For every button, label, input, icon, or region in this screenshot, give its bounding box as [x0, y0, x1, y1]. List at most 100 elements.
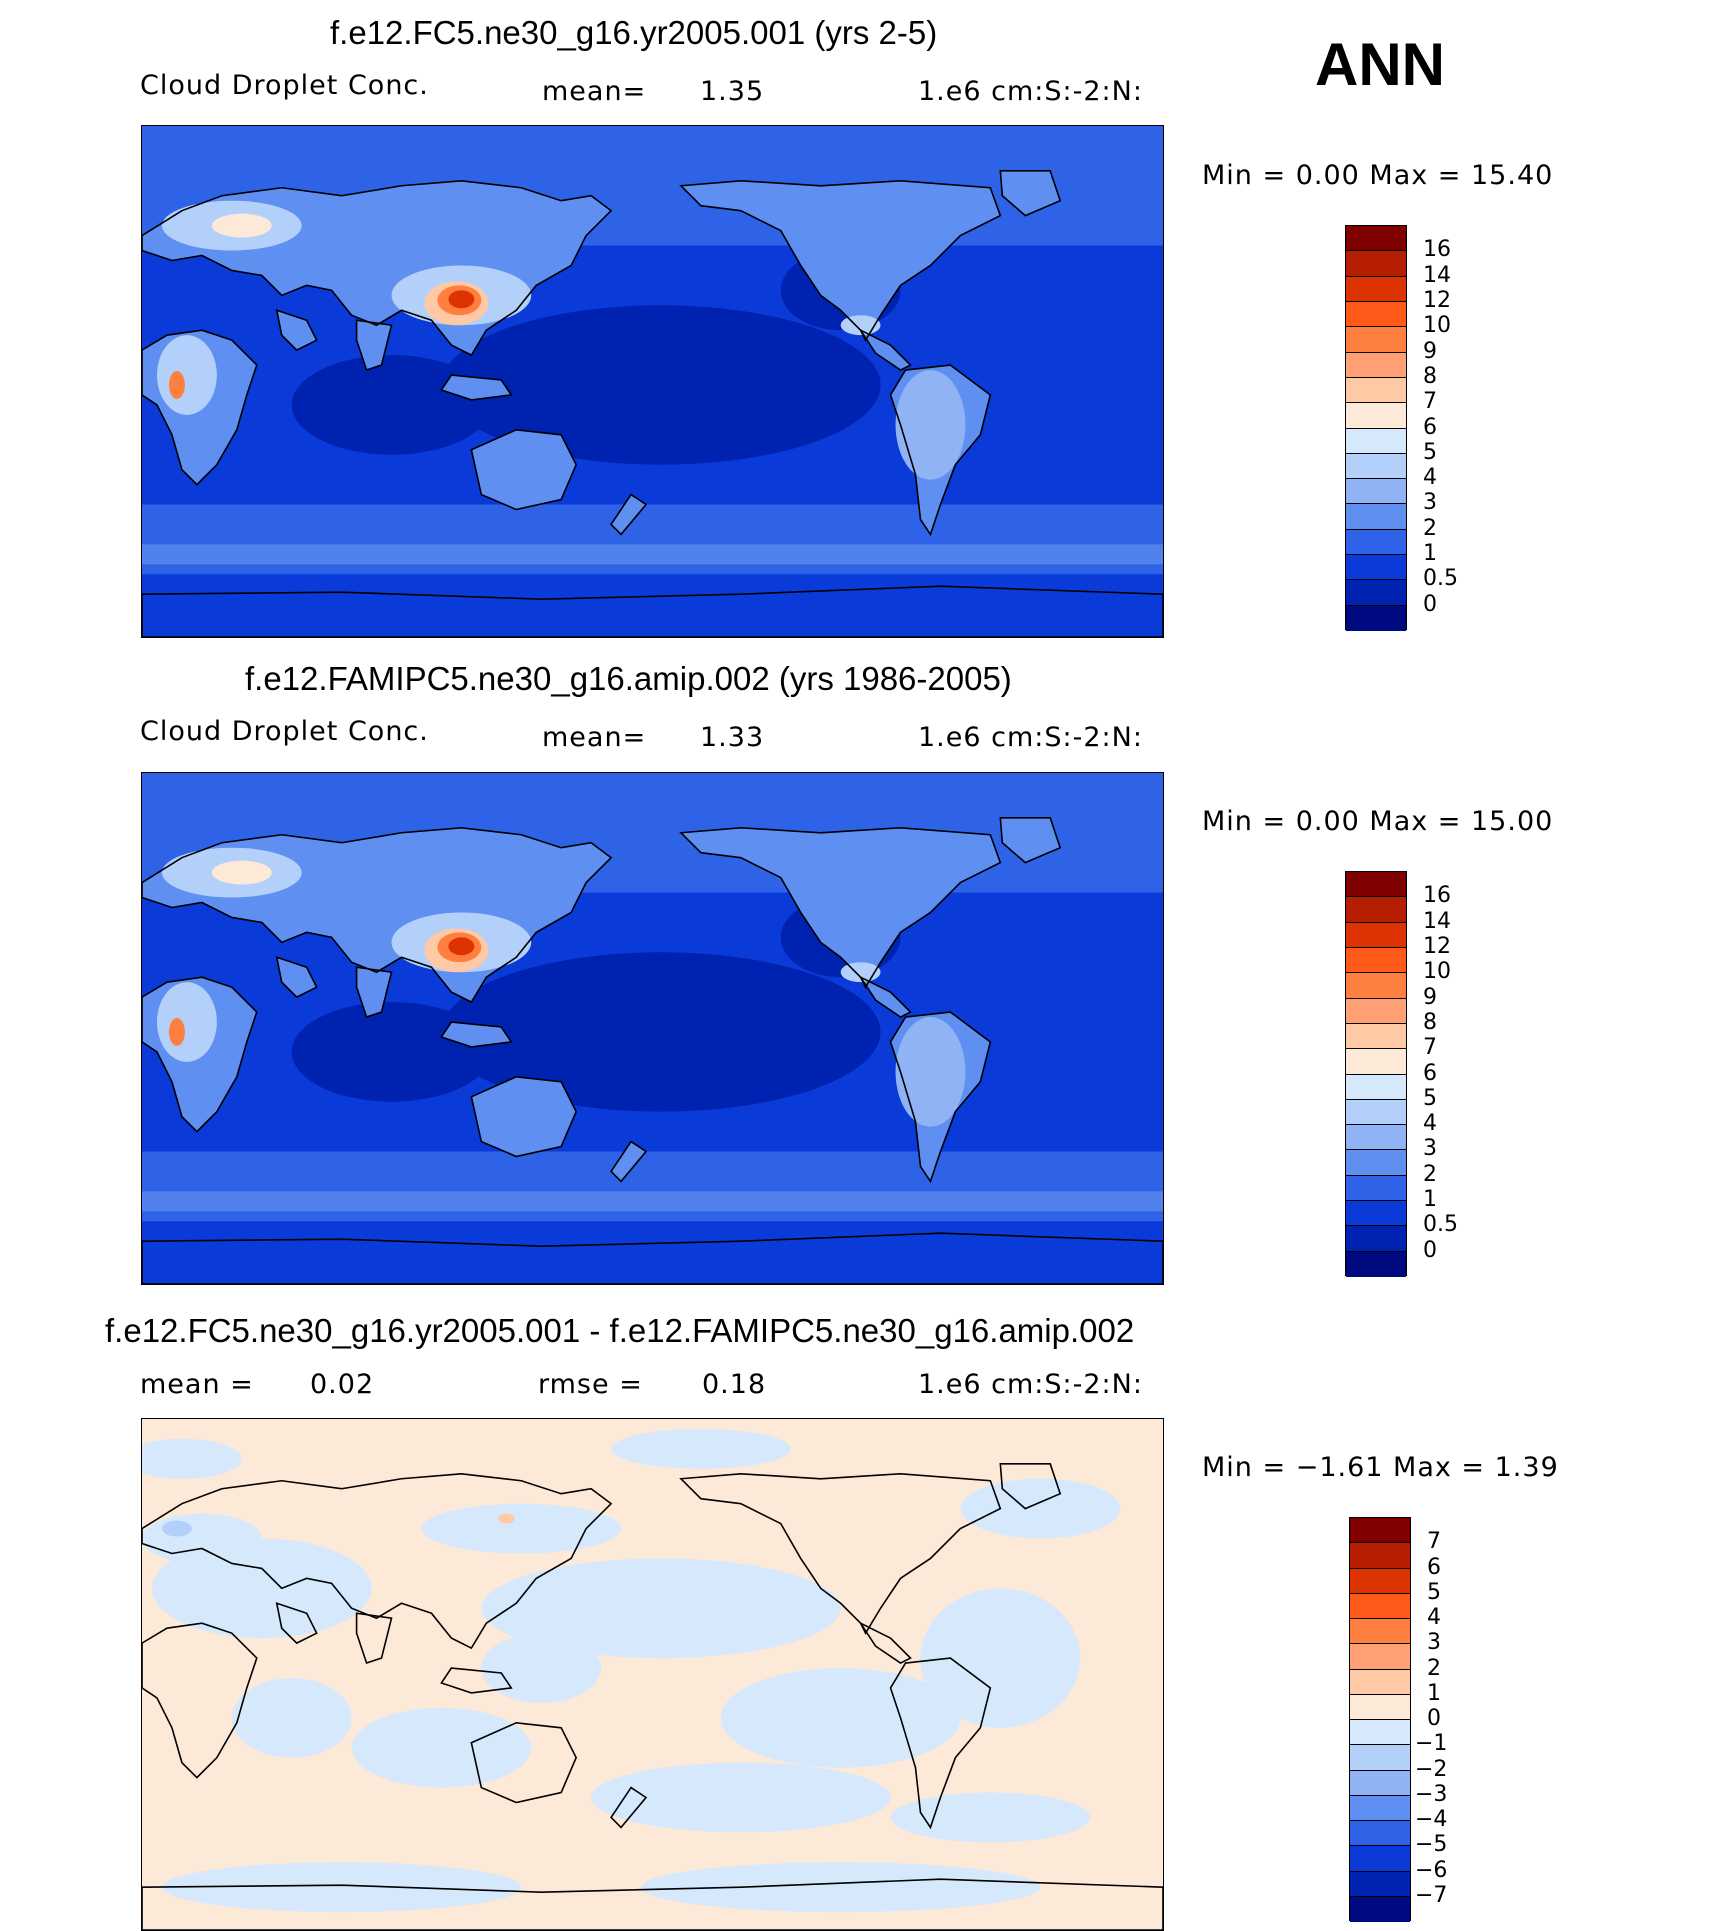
- colorbar-tick-label: −1: [1415, 1731, 1448, 1757]
- colorbar-swatch: [1346, 504, 1406, 530]
- colorbar-swatch: [1346, 555, 1406, 581]
- panel2-mean-label: mean=: [542, 722, 647, 753]
- colorbar-tick-label: 5: [1423, 439, 1437, 465]
- colorbar-swatch: [1346, 1125, 1406, 1151]
- colorbar-tick-label: 1: [1423, 541, 1437, 567]
- season-label: ANN: [1315, 31, 1445, 98]
- colorbar-swatch: [1346, 352, 1406, 378]
- colorbar-swatch: [1346, 897, 1406, 923]
- colorbar-swatch: [1350, 1619, 1410, 1645]
- panel3-minmax: Min = −1.61 Max = 1.39: [1202, 1452, 1559, 1483]
- colorbar-swatch: [1346, 1150, 1406, 1176]
- colorbar-tick-label: 10: [1423, 313, 1451, 339]
- colorbar-swatch: [1346, 1049, 1406, 1075]
- colorbar-tick-label: 1: [1427, 1680, 1441, 1706]
- panel3-map: [141, 1418, 1164, 1931]
- colorbar-swatch: [1350, 1871, 1410, 1897]
- colorbar-tick-label: 12: [1423, 933, 1451, 959]
- colorbar-swatch: [1350, 1593, 1410, 1619]
- colorbar-swatch: [1346, 479, 1406, 505]
- colorbar-swatch: [1350, 1669, 1410, 1695]
- panel2-minmax: Min = 0.00 Max = 15.00: [1202, 806, 1554, 837]
- colorbar-tick-label: 3: [1423, 490, 1437, 516]
- colorbar-swatch: [1350, 1795, 1410, 1821]
- colorbar-tick-label: −2: [1415, 1756, 1448, 1782]
- colorbar-swatch: [1346, 453, 1406, 480]
- panel3-units: 1.e6 cm:S:-2:N:: [918, 1369, 1143, 1400]
- colorbar-swatch: [1346, 1023, 1406, 1050]
- colorbar-swatch: [1346, 1175, 1406, 1202]
- colorbar-swatch: [1346, 327, 1406, 353]
- colorbar-swatch: [1346, 529, 1406, 556]
- colorbar-swatch: [1346, 998, 1406, 1024]
- colorbar-tick-label: 7: [1423, 1035, 1437, 1061]
- panel2-title: f.e12.FAMIPC5.ne30_g16.amip.002 (yrs 198…: [245, 660, 1012, 697]
- colorbar-swatch: [1350, 1644, 1410, 1670]
- colorbar-tick-label: 7: [1427, 1529, 1441, 1555]
- colorbar-tick-label: 5: [1423, 1085, 1437, 1111]
- panel2-colorbar: [1345, 871, 1407, 1277]
- colorbar-tick-label: 5: [1427, 1579, 1441, 1605]
- panel2-map: [141, 772, 1164, 1285]
- map-canvas: [142, 773, 1163, 1284]
- colorbar-tick-label: 16: [1423, 237, 1451, 263]
- colorbar-swatch: [1346, 301, 1406, 328]
- colorbar-swatch: [1350, 1745, 1410, 1771]
- colorbar-swatch: [1346, 1201, 1406, 1227]
- colorbar-swatch: [1346, 403, 1406, 429]
- colorbar-tick-label: 8: [1423, 1009, 1437, 1035]
- colorbar-tick-label: −5: [1415, 1832, 1448, 1858]
- colorbar-swatch: [1346, 580, 1406, 606]
- colorbar-swatch: [1346, 973, 1406, 999]
- colorbar-tick-label: 6: [1427, 1554, 1441, 1580]
- panel1-minmax: Min = 0.00 Max = 15.40: [1202, 160, 1554, 191]
- panel3-mean-value: 0.02: [310, 1369, 375, 1400]
- colorbar-tick-label: 0.5: [1423, 566, 1458, 592]
- colorbar-swatch: [1346, 226, 1406, 252]
- panel1-mean-label: mean=: [542, 76, 647, 107]
- colorbar-tick-label: 14: [1423, 908, 1451, 934]
- colorbar-tick-label: 4: [1427, 1605, 1441, 1630]
- panel1-colorbar: [1345, 225, 1407, 631]
- panel3-colorbar: [1349, 1517, 1411, 1922]
- panel3-title: f.e12.FC5.ne30_g16.yr2005.001 - f.e12.FA…: [105, 1312, 1135, 1349]
- colorbar-tick-label: 6: [1423, 414, 1437, 440]
- colorbar-tick-label: 6: [1423, 1060, 1437, 1086]
- colorbar-swatch: [1346, 276, 1406, 302]
- colorbar-tick-label: 0: [1427, 1706, 1441, 1731]
- colorbar-tick-label: 7: [1423, 389, 1437, 415]
- panel3-mean-label: mean =: [140, 1369, 254, 1400]
- colorbar-swatch: [1350, 1720, 1410, 1746]
- panel1-variable: Cloud Droplet Conc.: [140, 70, 429, 101]
- colorbar-swatch: [1350, 1846, 1410, 1872]
- panel1-title: f.e12.FC5.ne30_g16.yr2005.001 (yrs 2-5): [330, 14, 938, 51]
- colorbar-tick-label: −3: [1415, 1781, 1448, 1807]
- panel2-mean-value: 1.33: [700, 722, 765, 753]
- map-canvas: [142, 126, 1163, 637]
- colorbar-tick-label: 14: [1423, 262, 1451, 288]
- colorbar-swatch: [1346, 872, 1406, 898]
- colorbar-swatch: [1350, 1543, 1410, 1569]
- colorbar-swatch: [1350, 1770, 1410, 1796]
- colorbar-tick-label: 9: [1423, 338, 1437, 364]
- colorbar-tick-label: −6: [1415, 1857, 1448, 1883]
- colorbar-tick-label: 8: [1423, 363, 1437, 389]
- colorbar-tick-label: 2: [1423, 1161, 1437, 1187]
- panel1-mean-value: 1.35: [700, 76, 765, 107]
- colorbar-swatch: [1346, 1226, 1406, 1252]
- panel3-rmse-label: rmse =: [538, 1369, 643, 1400]
- colorbar-swatch: [1346, 428, 1406, 454]
- colorbar-tick-label: 9: [1423, 984, 1437, 1010]
- colorbar-swatch: [1346, 377, 1406, 404]
- colorbar-tick-label: −4: [1415, 1807, 1448, 1832]
- map-canvas: [142, 1419, 1163, 1930]
- colorbar-swatch: [1350, 1518, 1410, 1544]
- colorbar-tick-label: 2: [1423, 515, 1437, 541]
- colorbar-tick-label: 1: [1423, 1187, 1437, 1213]
- colorbar-tick-label: 2: [1427, 1655, 1441, 1681]
- colorbar-tick-label: 0: [1423, 1237, 1437, 1263]
- colorbar-tick-label: 3: [1427, 1630, 1441, 1656]
- panel1-units: 1.e6 cm:S:-2:N:: [918, 76, 1143, 107]
- colorbar-tick-label: 0.5: [1423, 1212, 1458, 1238]
- panel2-variable: Cloud Droplet Conc.: [140, 716, 429, 747]
